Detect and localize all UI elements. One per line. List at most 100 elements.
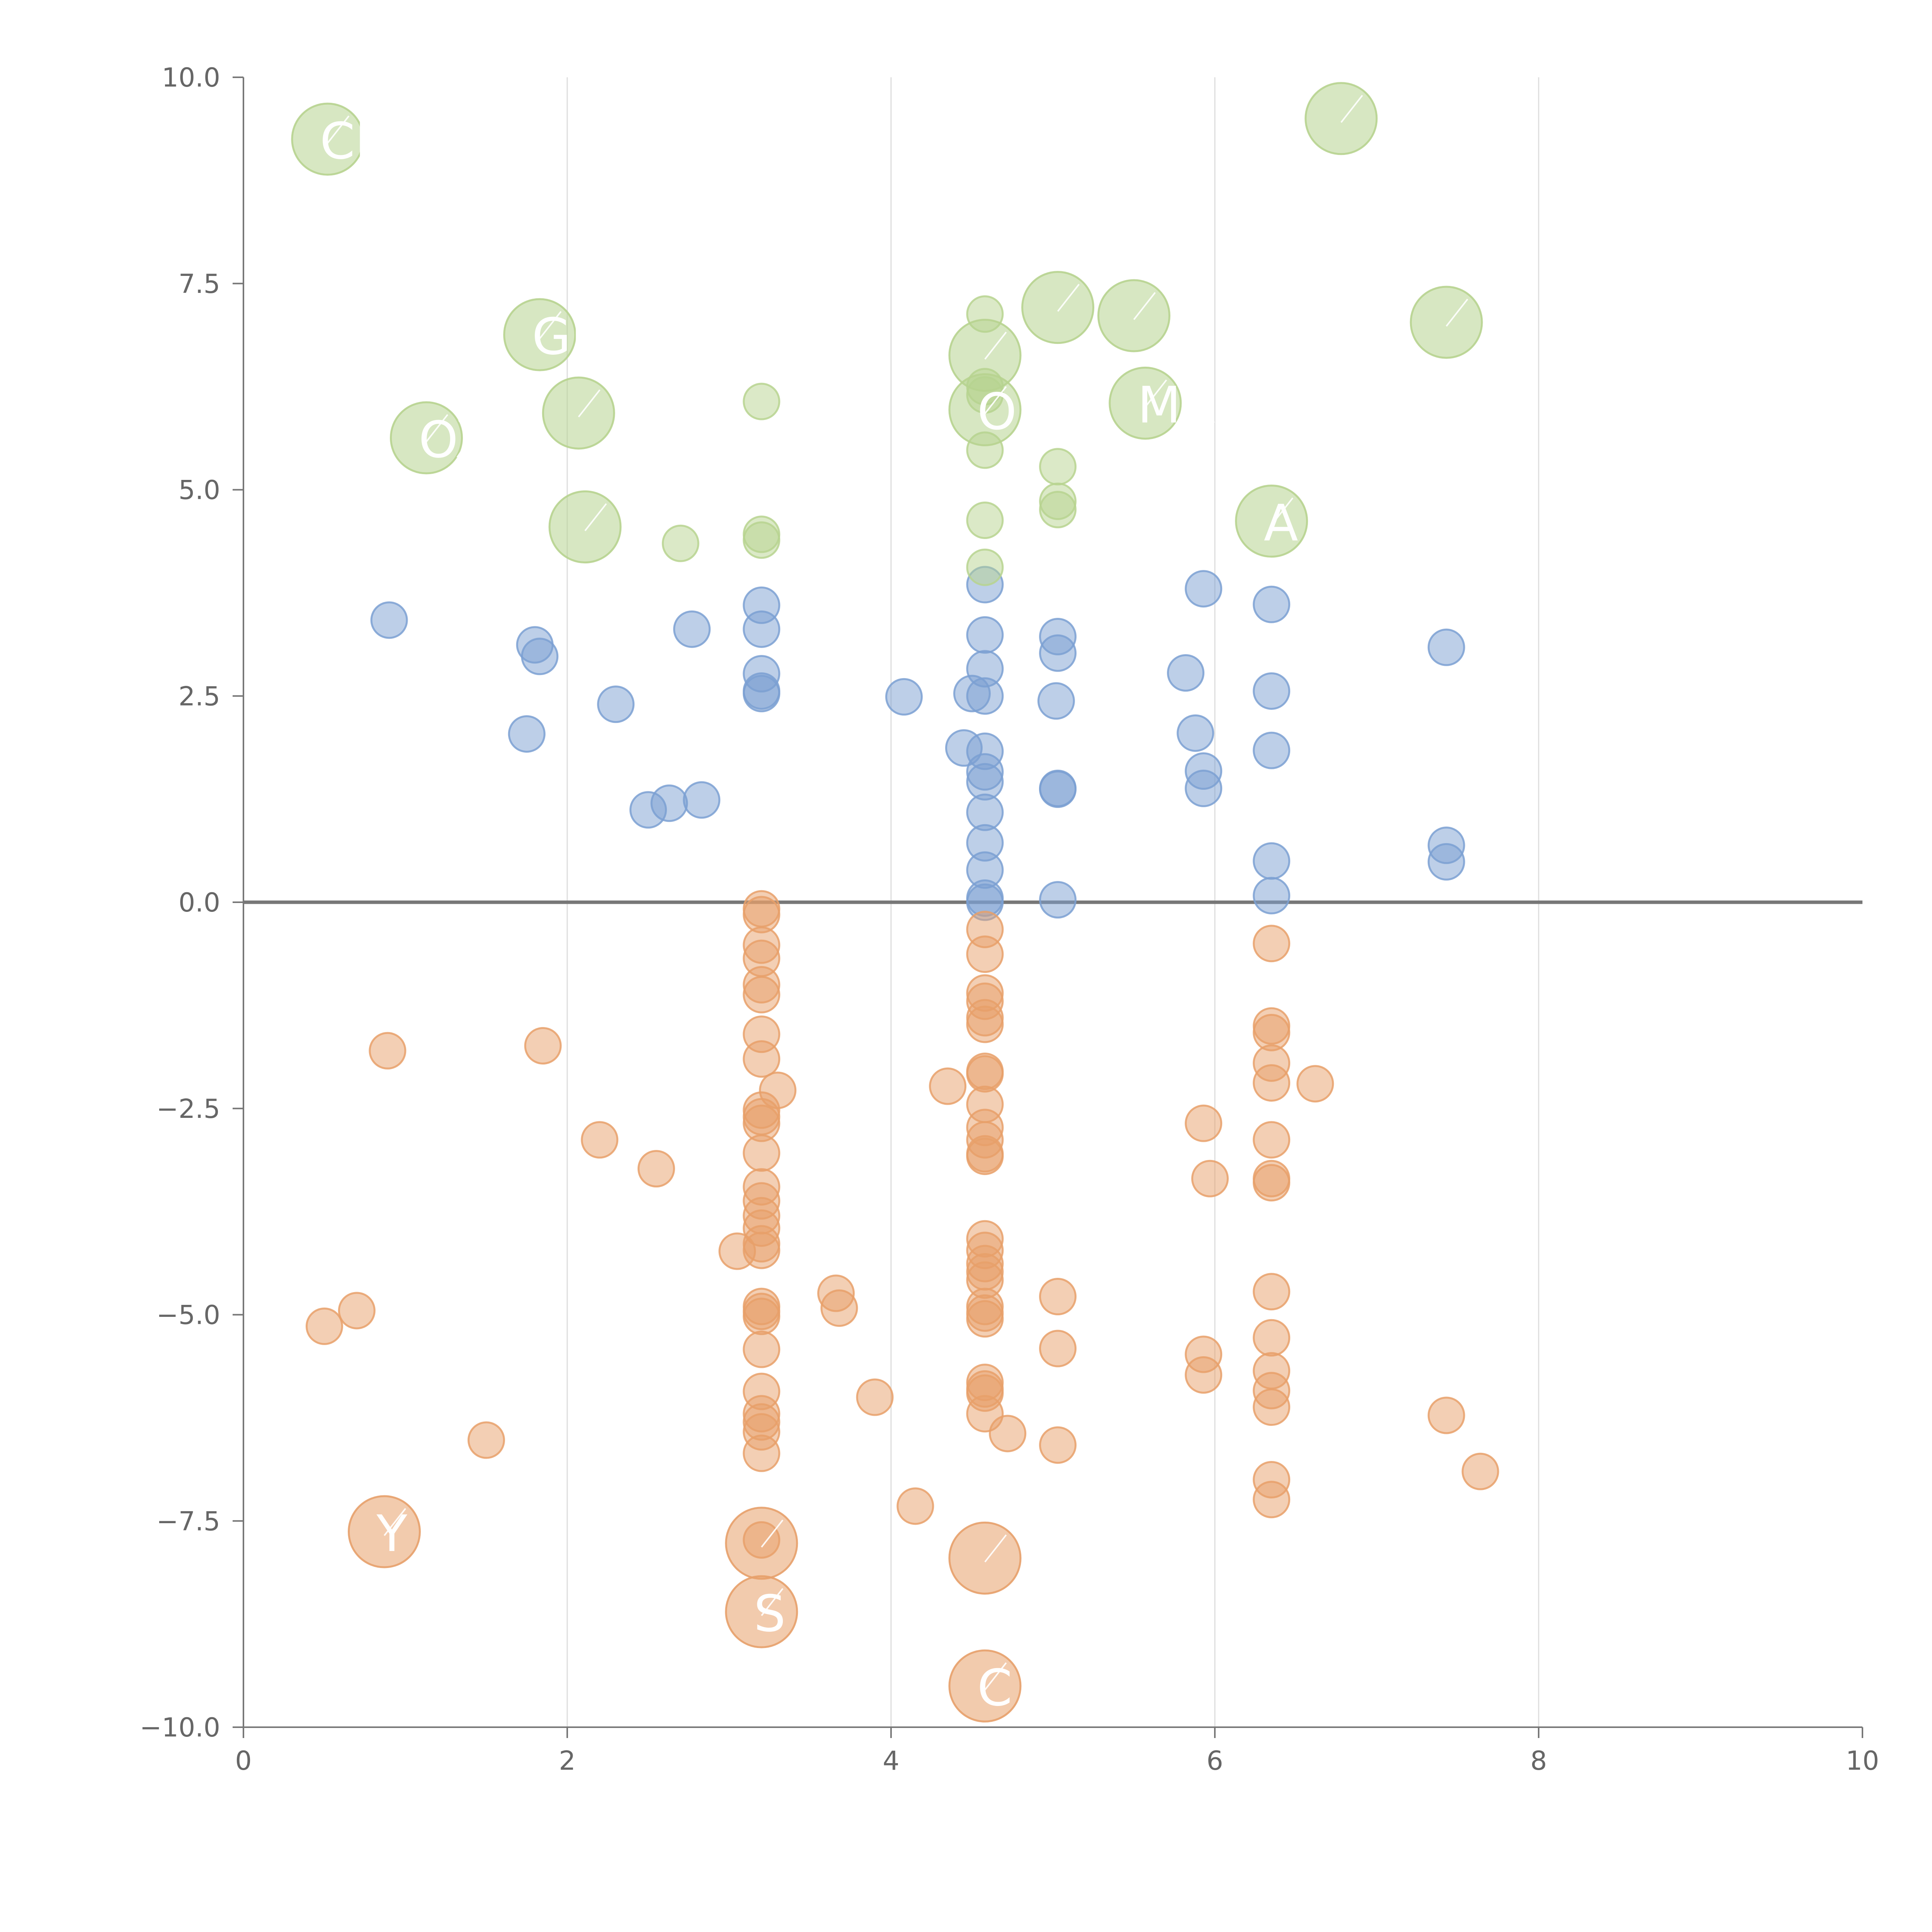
point-positive — [743, 610, 781, 648]
point-negative — [369, 1032, 406, 1070]
point-highlight — [743, 521, 781, 559]
label-leader-line — [1340, 95, 1363, 123]
label-leader-line — [578, 389, 600, 418]
point-label: Y — [376, 1504, 408, 1563]
point-negative — [1253, 925, 1291, 963]
labeled-point — [548, 490, 622, 564]
y-tick-label: −2.5 — [156, 1094, 220, 1124]
point-highlight — [966, 548, 1004, 586]
point-positive — [1167, 654, 1205, 692]
y-tick-label: 7.5 — [179, 269, 220, 299]
point-negative — [1253, 1164, 1291, 1202]
label-leader-line — [984, 1662, 1007, 1690]
point-negative — [718, 1232, 756, 1270]
point-positive — [1185, 570, 1223, 608]
point-negative — [338, 1292, 376, 1330]
point-positive — [1039, 634, 1077, 672]
x-tick-label: 0 — [235, 1746, 252, 1776]
label-leader-line — [1057, 284, 1080, 312]
point-negative — [929, 1067, 967, 1105]
label-leader-line — [761, 1588, 784, 1616]
point-negative — [1461, 1452, 1499, 1490]
label-leader-line — [1271, 497, 1294, 526]
point-positive — [966, 616, 1004, 654]
point-positive — [1039, 881, 1077, 919]
point-negative — [856, 1378, 894, 1416]
point-negative — [743, 1330, 781, 1368]
point-negative — [1253, 1388, 1291, 1426]
point-label: S — [754, 1584, 786, 1643]
point-positive — [1253, 877, 1291, 915]
point-negative — [743, 1298, 781, 1335]
point-negative — [1253, 1121, 1291, 1159]
point-negative — [1039, 1426, 1077, 1464]
point-negative — [743, 976, 781, 1014]
point-label: MA — [1138, 376, 1215, 434]
point-positive — [521, 638, 559, 675]
labeled-point — [725, 1507, 798, 1580]
point-positive — [1427, 628, 1465, 666]
point-label: OX — [418, 410, 489, 469]
point-negative — [743, 1434, 781, 1472]
labeled-point — [1304, 82, 1378, 155]
x-tick-label: 8 — [1530, 1746, 1547, 1776]
labeled-point — [1021, 271, 1095, 344]
label-leader-line — [984, 386, 1007, 414]
y-tick-label: 5.0 — [179, 475, 220, 506]
point-positive — [1037, 682, 1075, 720]
labeled-points: CH GLN OX O MA A Y S C — [291, 82, 1483, 1723]
point-negative — [743, 1134, 781, 1172]
point-negative — [966, 935, 1004, 973]
point-positive — [370, 601, 408, 639]
x-tick-label: 4 — [883, 1746, 899, 1776]
x-tick-label: 6 — [1206, 1746, 1223, 1776]
point-negative — [581, 1121, 619, 1159]
data-points — [306, 295, 1499, 1559]
point-positive — [650, 784, 688, 822]
point-positive — [1253, 585, 1291, 623]
point-negative — [1039, 1278, 1077, 1316]
point-negative — [1253, 1481, 1291, 1519]
x-tick-label: 2 — [559, 1746, 575, 1776]
labeled-point — [948, 1521, 1022, 1595]
point-negative — [966, 1005, 1004, 1043]
labeled-point — [1410, 286, 1483, 359]
point-negative — [820, 1289, 858, 1327]
y-axis-ticks: 10.0 7.5 5.0 2.5 0.0 −2.5 −5.0 −7.5 −10.0 — [140, 63, 243, 1743]
point-negative — [468, 1421, 505, 1459]
label-leader-line — [539, 311, 562, 339]
point-label: O — [977, 382, 1017, 441]
point-positive — [1253, 672, 1291, 710]
label-leader-line — [984, 1534, 1007, 1563]
point-negative — [1185, 1104, 1223, 1142]
point-highlight — [966, 501, 1004, 539]
point-negative — [1427, 1396, 1465, 1434]
point-label: CH — [320, 112, 393, 170]
label-leader-line — [584, 503, 607, 531]
point-negative — [1253, 1064, 1291, 1102]
point-highlight — [662, 524, 699, 562]
point-positive — [1427, 843, 1465, 881]
x-axis-ticks: 0 2 4 6 8 10 — [235, 1727, 1879, 1776]
point-positive — [597, 685, 635, 723]
point-positive — [683, 781, 721, 819]
point-negative — [966, 1300, 1004, 1338]
point-positive — [673, 610, 711, 648]
point-label: GLN — [532, 307, 636, 366]
point-negative — [637, 1150, 675, 1188]
y-tick-label: −7.5 — [156, 1506, 220, 1537]
point-positive — [1039, 770, 1077, 808]
point-negative — [1296, 1065, 1334, 1103]
point-negative — [1191, 1160, 1229, 1197]
point-negative — [1253, 1273, 1291, 1311]
y-tick-label: 2.5 — [179, 681, 220, 712]
point-positive — [1177, 714, 1214, 752]
y-tick-label: −5.0 — [156, 1300, 220, 1331]
point-positive — [966, 677, 1004, 715]
label-leader-line — [1145, 379, 1167, 408]
labeled-point — [542, 376, 615, 450]
point-negative — [966, 1138, 1004, 1175]
label-leader-line — [425, 414, 449, 442]
labeled-point — [1097, 279, 1170, 352]
